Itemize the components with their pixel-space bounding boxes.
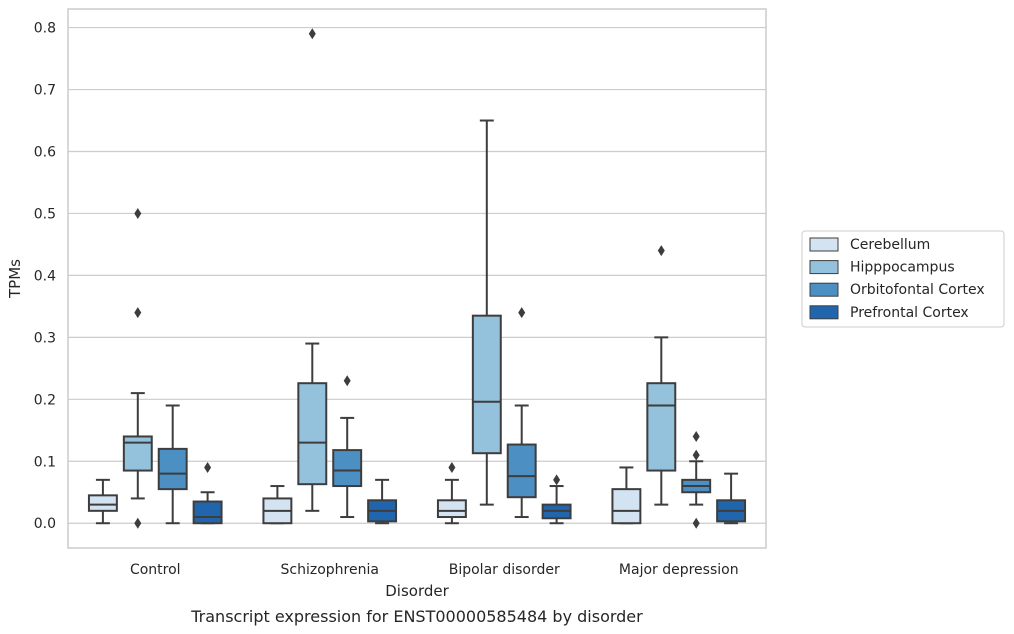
box-group bbox=[332, 375, 363, 519]
y-tick-label: 0.4 bbox=[34, 268, 56, 284]
y-tick-label: 0.6 bbox=[34, 144, 56, 160]
box-group bbox=[716, 472, 747, 525]
box-group bbox=[157, 404, 188, 525]
box-iqr bbox=[157, 447, 188, 491]
outlier-point bbox=[553, 474, 561, 486]
outlier-point bbox=[134, 207, 142, 219]
legend-swatch bbox=[809, 282, 839, 297]
legend-label: Prefrontal Cortex bbox=[850, 305, 969, 321]
plot-frame bbox=[67, 8, 767, 549]
box-iqr bbox=[192, 500, 223, 525]
plot-area bbox=[87, 28, 747, 529]
box-iqr bbox=[122, 435, 153, 472]
x-axis-label: Disorder bbox=[385, 582, 449, 600]
box-group bbox=[367, 478, 398, 525]
legend-swatch bbox=[809, 260, 839, 275]
legend-label: Orbitofontal Cortex bbox=[850, 282, 985, 298]
outlier-point bbox=[308, 28, 316, 40]
box-group bbox=[192, 461, 223, 525]
y-tick-label: 0.7 bbox=[34, 83, 56, 99]
outlier-point bbox=[692, 517, 700, 529]
box-group bbox=[681, 430, 712, 529]
y-tick-label: 0.3 bbox=[34, 330, 56, 346]
box-group bbox=[471, 119, 502, 506]
box-group bbox=[87, 478, 118, 525]
box-group bbox=[611, 466, 642, 525]
box-iqr bbox=[87, 494, 118, 512]
legend: Cerebellum Hipppocampus Orbitofontal Corte… bbox=[801, 230, 1005, 328]
y-tick-label: 0.5 bbox=[34, 206, 56, 222]
outlier-point bbox=[343, 375, 351, 387]
x-tick-label: Major depression bbox=[619, 562, 739, 578]
legend-swatch bbox=[809, 237, 839, 252]
box-group bbox=[436, 461, 467, 525]
box-iqr bbox=[297, 382, 328, 486]
box-group bbox=[506, 307, 537, 519]
x-tick-label: Bipolar disorder bbox=[449, 562, 560, 578]
box-group bbox=[297, 28, 328, 512]
outlier-point bbox=[657, 245, 665, 257]
y-tick-label: 0.1 bbox=[34, 454, 56, 470]
box-iqr bbox=[646, 382, 677, 472]
outlier-point bbox=[692, 430, 700, 442]
chart-caption: Transcript expression for ENST0000058548… bbox=[190, 607, 643, 626]
y-axis-ticks: 0.0 0.1 0.2 0.3 0.4 0.5 0.6 0.7 0.8 bbox=[34, 21, 56, 533]
outlier-point bbox=[518, 307, 526, 319]
y-axis-label: TPMs bbox=[6, 259, 24, 299]
box-group bbox=[541, 474, 572, 525]
x-tick-label: Schizophrenia bbox=[281, 562, 379, 578]
outlier-point bbox=[692, 449, 700, 461]
outlier-point bbox=[134, 307, 142, 319]
box-group bbox=[122, 207, 153, 529]
box-iqr bbox=[436, 499, 467, 519]
box-group bbox=[262, 485, 293, 525]
outlier-point bbox=[134, 517, 142, 529]
x-axis-ticks: Control Schizophrenia Bipolar disorder Majo… bbox=[130, 562, 739, 578]
outlier-point bbox=[204, 461, 212, 473]
y-tick-label: 0.8 bbox=[34, 21, 56, 37]
x-tick-label: Control bbox=[130, 562, 181, 578]
legend-label: Hipppocampus bbox=[850, 260, 955, 276]
legend-frame bbox=[801, 230, 1005, 328]
box-iqr bbox=[506, 443, 537, 499]
y-tick-label: 0.0 bbox=[34, 516, 56, 532]
legend-label: Cerebellum bbox=[850, 237, 930, 253]
outlier-point bbox=[448, 461, 456, 473]
legend-swatch bbox=[809, 305, 839, 320]
box-iqr bbox=[611, 488, 642, 525]
box-iqr bbox=[471, 314, 502, 455]
box-group bbox=[646, 245, 677, 506]
y-tick-label: 0.2 bbox=[34, 392, 56, 408]
box-iqr bbox=[332, 449, 363, 488]
